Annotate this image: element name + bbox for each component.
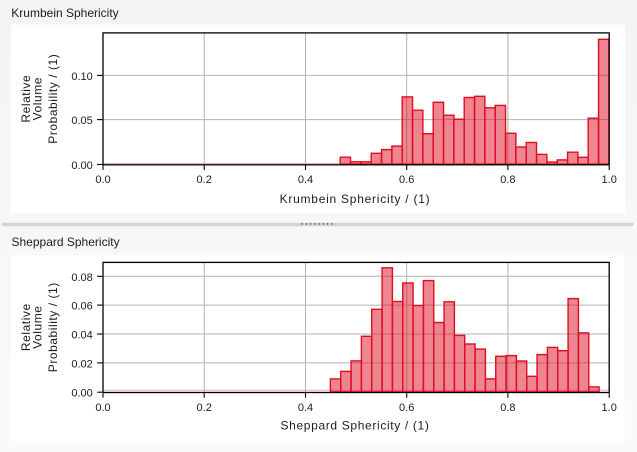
svg-text:Sheppard Sphericity: Sheppard Sphericity bbox=[12, 235, 120, 249]
svg-text:0.08: 0.08 bbox=[71, 272, 92, 284]
svg-text:Relative: Relative bbox=[19, 303, 33, 351]
svg-text:0.10: 0.10 bbox=[71, 71, 92, 83]
svg-text:Krumbein Sphericity: Krumbein Sphericity bbox=[11, 6, 118, 20]
svg-text:0.2: 0.2 bbox=[197, 174, 212, 186]
svg-text:0.4: 0.4 bbox=[298, 402, 313, 414]
svg-text:0.06: 0.06 bbox=[71, 301, 92, 313]
svg-text:0.4: 0.4 bbox=[298, 174, 313, 186]
svg-text:0.05: 0.05 bbox=[71, 115, 92, 127]
svg-text:1.0: 1.0 bbox=[602, 174, 617, 186]
svg-text:0.8: 0.8 bbox=[500, 174, 515, 186]
svg-text:0.0: 0.0 bbox=[95, 402, 110, 414]
svg-text:Relative: Relative bbox=[19, 75, 33, 123]
svg-text:Sheppard Sphericity / (1): Sheppard Sphericity / (1) bbox=[281, 418, 430, 432]
svg-text:0.00: 0.00 bbox=[71, 160, 92, 172]
svg-text:0.00: 0.00 bbox=[71, 388, 92, 400]
svg-text:0.6: 0.6 bbox=[399, 402, 414, 414]
svg-text:Volume: Volume bbox=[31, 306, 45, 349]
svg-text:0.0: 0.0 bbox=[95, 174, 110, 186]
svg-text:0.2: 0.2 bbox=[197, 402, 212, 414]
svg-text:Volume: Volume bbox=[31, 77, 45, 120]
svg-text:0.04: 0.04 bbox=[71, 330, 92, 342]
svg-text:Krumbein Sphericity / (1): Krumbein Sphericity / (1) bbox=[280, 192, 431, 206]
svg-text:0.8: 0.8 bbox=[500, 402, 515, 414]
svg-text:0.6: 0.6 bbox=[399, 174, 414, 186]
svg-text:Probability / (1): Probability / (1) bbox=[46, 54, 60, 144]
svg-text:Probability / (1): Probability / (1) bbox=[46, 282, 60, 372]
svg-text:0.02: 0.02 bbox=[71, 358, 92, 370]
svg-text:1.0: 1.0 bbox=[602, 402, 617, 414]
